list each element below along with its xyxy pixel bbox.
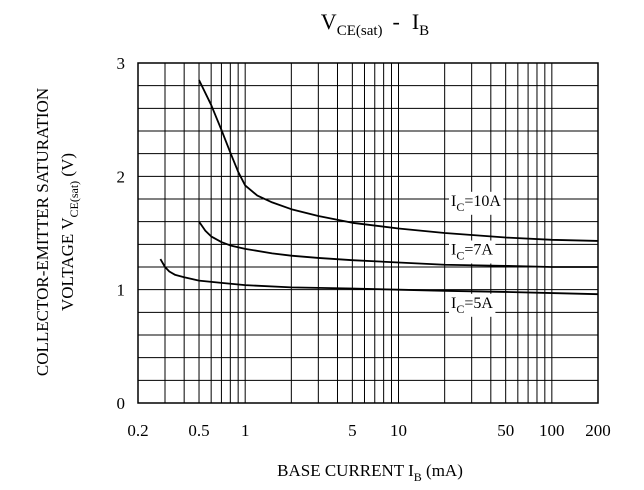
series-line-2 (198, 221, 598, 268)
series-group (159, 79, 599, 296)
y-tick-label: 1 (117, 281, 126, 300)
x-tick-label: 50 (497, 421, 514, 440)
x-tick-label: 100 (539, 421, 565, 440)
x-tick-label: 5 (348, 421, 357, 440)
svg-text:IC=5A: IC=5A (451, 295, 493, 316)
series-line-3 (159, 258, 599, 296)
svg-text:VOLTAGE VCE(sat) (V): VOLTAGE VCE(sat) (V) (58, 153, 81, 311)
series-labels: IC=10A IC=7A IC=5A (449, 191, 504, 317)
x-tick-label: 200 (585, 421, 611, 440)
plot-grid (138, 63, 598, 403)
y-tick-label: 0 (117, 394, 126, 413)
tick-labels: 0.2 0.5 1 5 10 50 100 200 0 1 2 3 (117, 54, 611, 440)
y-axis-label: COLLECTOR-EMITTER SATURATION VOLTAGE VCE… (33, 88, 81, 376)
x-tick-label: 0.5 (188, 421, 209, 440)
x-axis-label: BASE CURRENT IB (mA) (277, 461, 463, 484)
x-tick-label: 0.2 (127, 421, 148, 440)
x-tick-label: 1 (241, 421, 250, 440)
chart-title: VCE(sat) - IB (321, 9, 429, 39)
y-tick-label: 3 (117, 54, 126, 73)
x-tick-label: 10 (390, 421, 407, 440)
series-label-1: IC=10A (449, 191, 504, 215)
svg-text:IC=10A: IC=10A (451, 193, 501, 214)
series-label-2: IC=7A (449, 240, 496, 264)
svg-text:COLLECTOR-EMITTER SATURATION: COLLECTOR-EMITTER SATURATION (33, 88, 52, 376)
svg-text:IC=7A: IC=7A (451, 242, 493, 263)
series-line-1 (198, 79, 599, 242)
series-label-3: IC=5A (449, 293, 496, 317)
plot-frame (137, 62, 599, 404)
y-tick-label: 2 (117, 167, 126, 186)
